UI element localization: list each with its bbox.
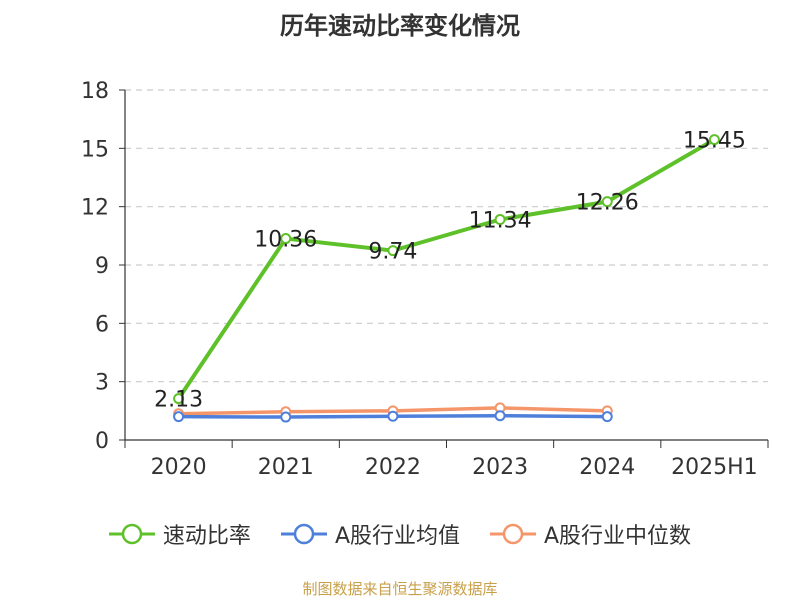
y-tick-label: 18 [81,79,109,104]
x-tick-label: 2021 [258,455,314,480]
data-point [280,233,292,245]
data-point [387,245,399,257]
x-tick-label: 2025H1 [671,455,758,480]
axes: 0 3 6 9 12 15 18 2020 2021 2022 2023 2024 2025H1 [81,79,769,480]
data-point [494,214,506,225]
legend-item[interactable]: A股行业均值 [280,518,460,550]
source-note: 制图数据来自恒生聚源数据库 [302,580,498,598]
data-label: 9.74 [368,240,417,265]
legend-line-circle-icon [108,523,155,545]
y-tick-label: 0 [95,429,109,454]
data-label: 10.36 [254,228,317,253]
grid-lines [125,89,768,383]
data-point [494,410,506,422]
legend-label: A股行业均值 [334,524,460,549]
data-labels: 2.13 10.36 9.74 11.34 12.26 15.45 [154,129,746,413]
data-point [387,410,399,422]
x-tick-label: 2024 [579,455,635,480]
x-tick-label: 2020 [151,455,207,480]
y-tick-label: 15 [81,137,109,162]
data-label: 11.34 [469,209,532,234]
x-tick-label: 2022 [365,455,421,480]
legend-item[interactable]: 速动比率 [108,518,251,550]
series-lines [173,134,720,423]
data-point [601,196,613,208]
legend-label: 速动比率 [162,524,251,549]
y-tick-label: 9 [95,254,109,279]
chart-title: 历年速动比率变化情况 [280,12,520,40]
data-label: 2.13 [154,388,203,413]
legend-item[interactable]: A股行业中位数 [490,518,691,550]
series-line-0 [176,137,716,400]
legend-line-circle-icon [280,523,327,545]
data-label: 12.26 [576,191,639,216]
legend-line-circle-icon [490,523,536,545]
y-tick-label: 6 [95,312,109,337]
data-point [173,411,185,423]
legend: 速动比率 A股行业均值 A股行业中位数 [0,518,800,550]
y-tick-label: 3 [95,371,109,396]
legend-label: A股行业中位数 [544,524,692,549]
data-label: 15.45 [683,129,746,154]
data-point [173,393,185,405]
x-tick-label: 2023 [472,455,528,480]
data-point [601,411,613,423]
data-point [708,134,720,146]
y-tick-label: 12 [81,196,109,221]
data-point [280,411,292,423]
